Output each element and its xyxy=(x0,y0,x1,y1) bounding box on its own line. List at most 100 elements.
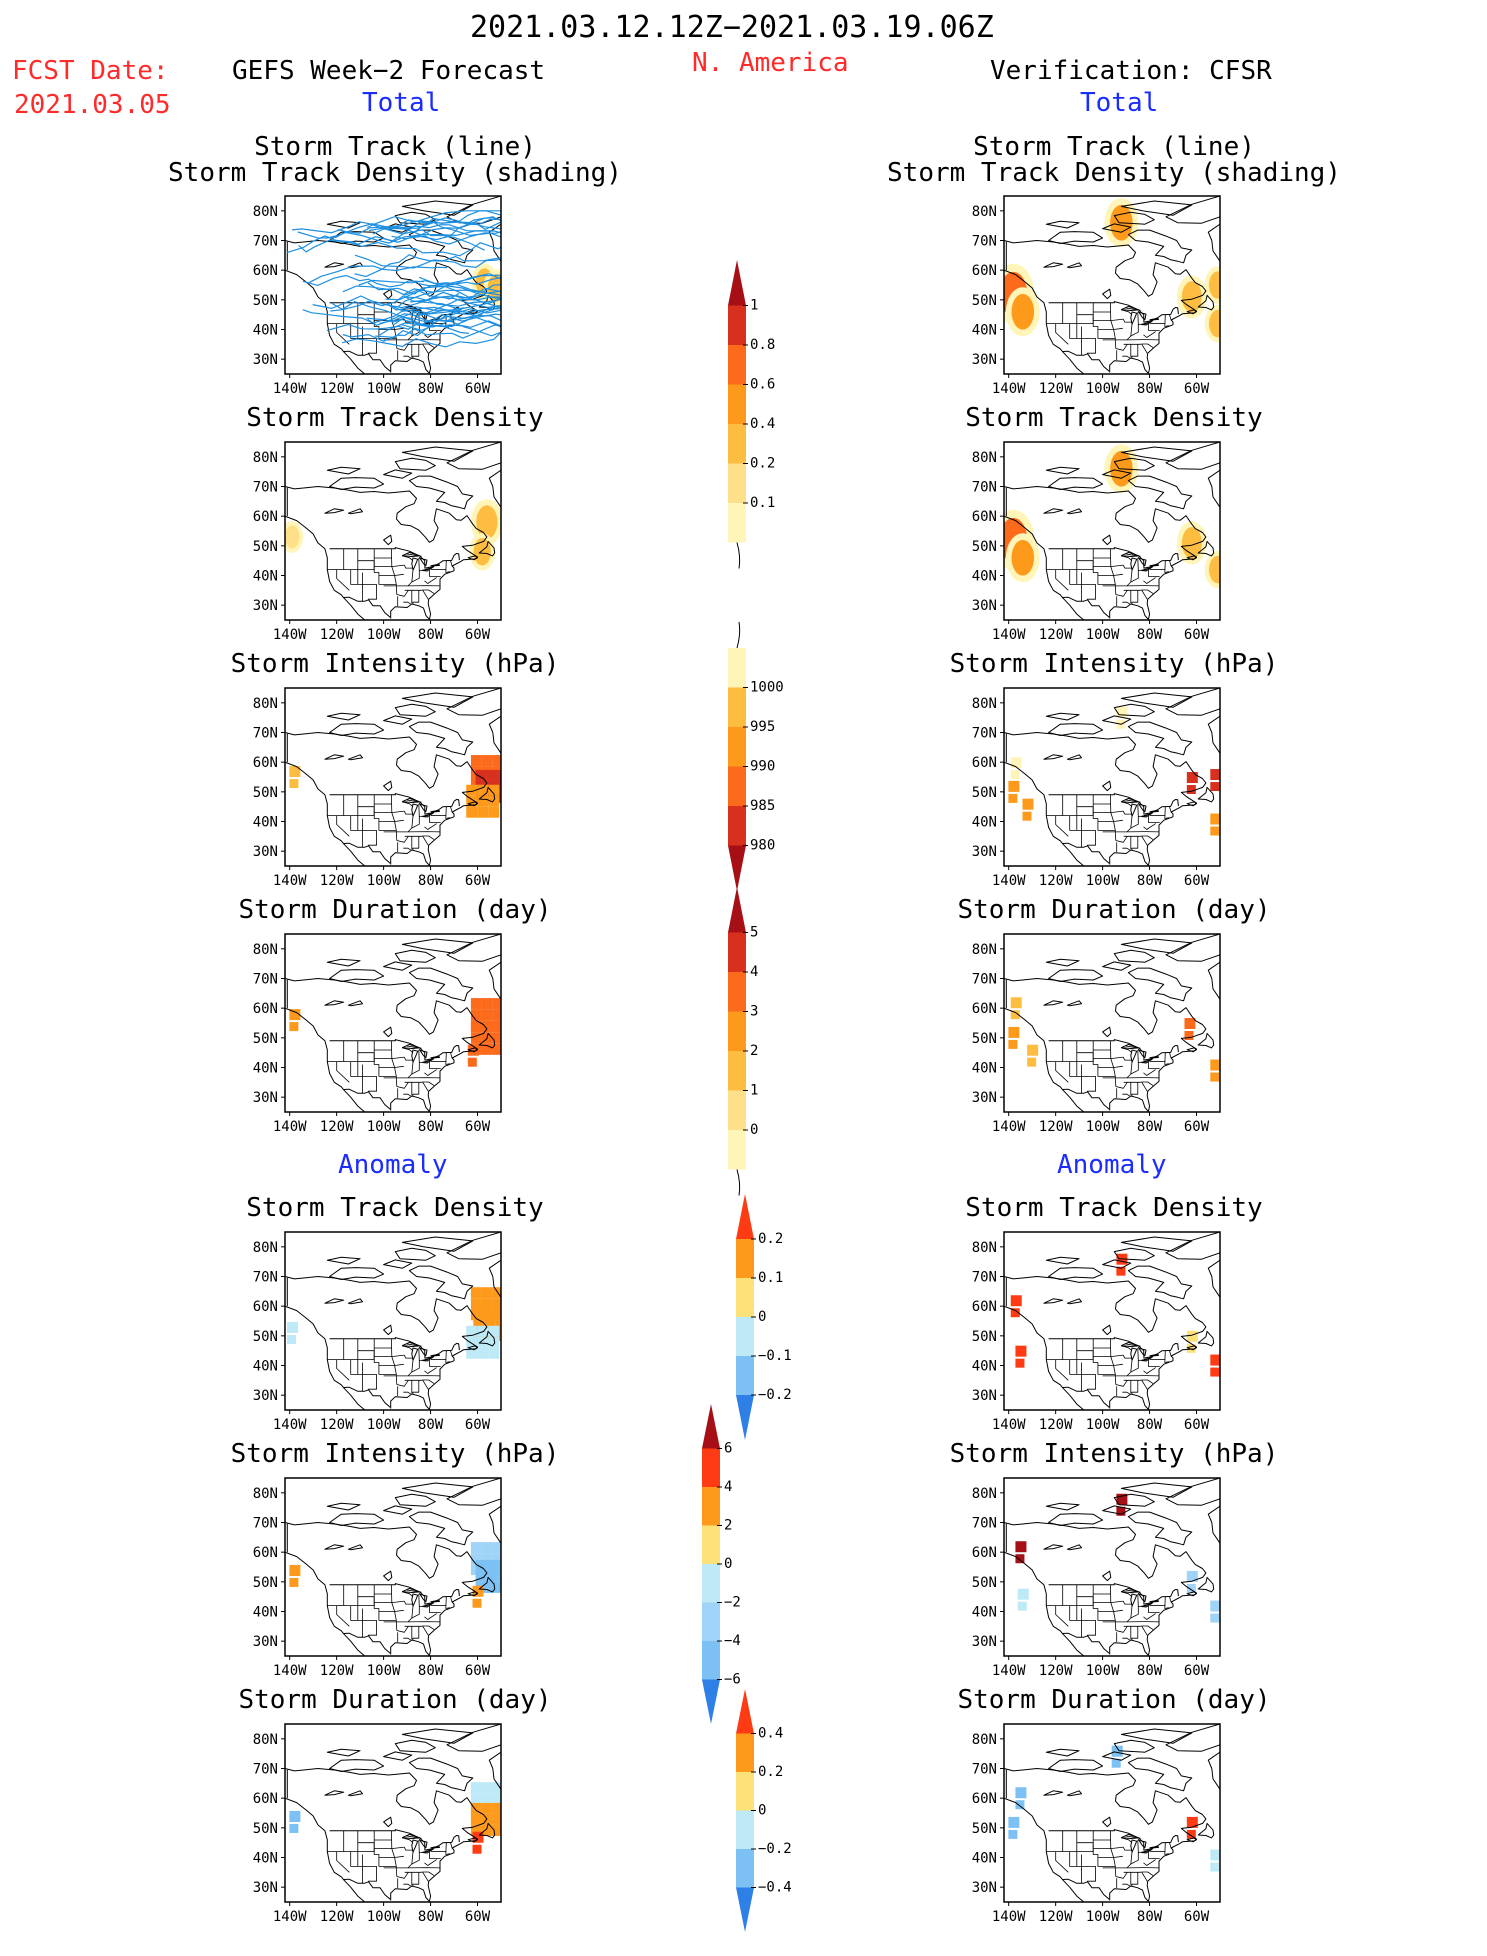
colorbar-segment xyxy=(728,933,746,973)
grid-cell xyxy=(287,1335,296,1344)
colorbar-tick-label: 0.6 xyxy=(750,377,775,393)
lat-tick-label: 80N xyxy=(972,1732,997,1748)
colorbar-segment xyxy=(736,1811,754,1850)
grid-cell xyxy=(484,1308,495,1319)
colorbar-tick-label: 1 xyxy=(750,1083,758,1099)
lat-tick-label: 80N xyxy=(253,942,278,958)
right-anomaly-label: Anomaly xyxy=(1057,1150,1167,1180)
left-column-title: GEFS Week−2 Forecast xyxy=(232,56,545,86)
colorbar-tick-label: 0.2 xyxy=(758,1764,783,1780)
lon-tick-label: 60W xyxy=(465,627,491,643)
grid-cell xyxy=(482,1022,493,1033)
lat-tick-label: 40N xyxy=(972,1061,997,1077)
lon-tick-label: 80W xyxy=(1137,1119,1163,1135)
grid-cell xyxy=(1008,1027,1019,1038)
lat-tick-label: 70N xyxy=(253,972,278,988)
lon-tick-label: 140W xyxy=(273,381,307,397)
lon-tick-label: 80W xyxy=(418,1663,444,1679)
left-total-label: Total xyxy=(362,88,440,118)
lon-tick-label: 140W xyxy=(992,1119,1026,1135)
lat-tick-label: 40N xyxy=(253,1605,278,1621)
lat-tick-label: 70N xyxy=(972,1270,997,1286)
colorbar-arrow-up xyxy=(702,1404,720,1449)
lon-tick-label: 100W xyxy=(1086,1909,1120,1925)
grid-cell xyxy=(1116,707,1127,718)
grid-cell xyxy=(468,1058,477,1067)
grid-cell xyxy=(482,1803,493,1814)
colorbar-tick-label: 995 xyxy=(750,719,775,735)
lon-tick-label: 60W xyxy=(465,381,491,397)
lon-tick-label: 80W xyxy=(1137,1417,1163,1433)
grid-cell xyxy=(487,1571,498,1582)
lat-tick-label: 80N xyxy=(253,204,278,220)
lat-tick-label: 70N xyxy=(972,972,997,988)
colorbar-tick-label: 0.1 xyxy=(750,495,775,511)
lat-tick-label: 80N xyxy=(972,1486,997,1502)
lon-tick-label: 140W xyxy=(992,381,1026,397)
panel-title-anom-density: Storm Track Density xyxy=(135,1193,655,1223)
grid-cell xyxy=(289,1022,298,1031)
lat-tick-label: 60N xyxy=(253,1299,278,1315)
grid-cell xyxy=(471,1298,482,1309)
lat-tick-label: 40N xyxy=(972,815,997,831)
colorbar-tick-label: 0.1 xyxy=(758,1270,783,1286)
grid-cell xyxy=(1210,1368,1219,1377)
lat-tick-label: 60N xyxy=(972,1545,997,1561)
grid-cell xyxy=(477,1337,488,1348)
colorbar-segment xyxy=(736,1278,754,1317)
grid-cell xyxy=(1011,1295,1022,1306)
lon-tick-label: 120W xyxy=(1039,381,1073,397)
grid-cell xyxy=(482,998,493,1009)
lat-tick-label: 50N xyxy=(972,539,997,555)
lat-tick-label: 50N xyxy=(253,539,278,555)
lon-tick-label: 60W xyxy=(1184,1417,1210,1433)
colorbar-segment xyxy=(728,688,746,728)
grid-cell xyxy=(498,770,509,781)
lat-tick-label: 50N xyxy=(972,1575,997,1591)
lon-tick-label: 100W xyxy=(367,873,401,889)
grid-cell xyxy=(488,1348,499,1359)
lat-tick-label: 80N xyxy=(972,942,997,958)
lat-tick-label: 30N xyxy=(253,844,278,860)
grid-cell xyxy=(471,1022,482,1033)
lon-tick-label: 100W xyxy=(1086,873,1120,889)
lon-tick-label: 140W xyxy=(273,627,307,643)
colorbar-duration_anom: 0.40.20−0.2−0.4 xyxy=(736,1665,856,1956)
lat-tick-label: 40N xyxy=(972,1851,997,1867)
colorbar-segment xyxy=(728,806,746,846)
colorbar-tick-label: −4 xyxy=(724,1633,741,1649)
lat-tick-label: 80N xyxy=(253,1732,278,1748)
lon-tick-label: 140W xyxy=(992,1417,1026,1433)
lon-tick-label: 140W xyxy=(992,1663,1026,1679)
density-blob-core xyxy=(1209,310,1226,337)
grid-cell xyxy=(1027,1058,1036,1067)
lat-tick-label: 50N xyxy=(972,785,997,801)
grid-cell xyxy=(493,1022,504,1033)
lon-tick-label: 60W xyxy=(1184,1909,1210,1925)
grid-cell xyxy=(1008,1040,1017,1049)
lon-tick-label: 120W xyxy=(320,1663,354,1679)
lon-tick-label: 100W xyxy=(1086,1417,1120,1433)
grid-cell xyxy=(1008,781,1019,792)
lat-tick-label: 40N xyxy=(972,1605,997,1621)
colorbar-tick-label: 985 xyxy=(750,798,775,814)
lon-tick-label: 60W xyxy=(465,873,491,889)
grid-cell xyxy=(482,1298,493,1309)
lat-tick-label: 30N xyxy=(253,1634,278,1650)
lon-tick-label: 60W xyxy=(1184,873,1210,889)
grid-cell xyxy=(1187,1817,1198,1828)
lon-tick-label: 60W xyxy=(1184,627,1210,643)
colorbar-tick-label: 4 xyxy=(750,964,758,980)
lon-tick-label: 100W xyxy=(1086,1663,1120,1679)
colorbar-segment xyxy=(702,1449,720,1488)
lon-tick-label: 80W xyxy=(1137,873,1163,889)
lon-tick-label: 100W xyxy=(1086,381,1120,397)
colorbar-tick-label: 0 xyxy=(724,1556,732,1572)
grid-cell xyxy=(1187,785,1196,794)
grid-cell xyxy=(1210,1863,1219,1872)
grid-cell xyxy=(488,1326,499,1337)
